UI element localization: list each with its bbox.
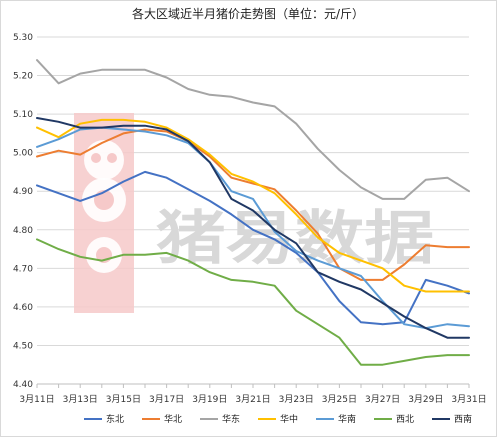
- chart-title: 各大区域近半月猪价走势图（单位：元/斤）: [132, 6, 364, 21]
- y-tick-label: 4.90: [13, 187, 33, 197]
- x-tick-label: 3月17日: [149, 394, 184, 405]
- y-tick-label: 4.70: [13, 264, 33, 274]
- x-tick-label: 3月23日: [279, 394, 314, 405]
- x-tick-label: 3月15日: [106, 394, 141, 405]
- watermark-text: 猪易数据: [156, 204, 434, 272]
- legend: 东北 华北 华东 华中 华南 西北 西南: [84, 413, 472, 425]
- x-tick-label: 3月27日: [365, 394, 400, 405]
- legend-label: 东北: [106, 413, 124, 425]
- series-line-5: [36, 126, 470, 330]
- series-line-3: [36, 59, 470, 200]
- x-tick-label: 3月13日: [63, 394, 98, 405]
- legend-label: 华东: [222, 413, 240, 425]
- y-tick-label: 5.30: [13, 33, 33, 43]
- y-tick-label: 4.80: [13, 226, 33, 236]
- legend-label: 华中: [280, 413, 298, 425]
- x-tick-label: 3月29日: [408, 394, 443, 405]
- x-tick-label: 3月19日: [192, 394, 227, 405]
- series-line-7: [36, 117, 470, 339]
- y-tick-label: 5.10: [13, 110, 33, 120]
- legend-label: 华北: [164, 413, 182, 425]
- legend-label: 华南: [338, 413, 356, 425]
- y-tick-label: 4.50: [13, 341, 33, 351]
- x-tick-label: 3月11日: [19, 394, 54, 405]
- y-tick-label: 4.60: [13, 303, 33, 313]
- series-line-4: [36, 118, 470, 293]
- watermark: 猪易数据: [74, 113, 434, 313]
- y-tick-label: 5.20: [13, 72, 33, 82]
- legend-label: 西南: [454, 413, 472, 425]
- x-tick-label: 3月25日: [322, 394, 357, 405]
- y-tick-label: 4.40: [13, 380, 33, 390]
- x-tick-label: 3月21日: [235, 394, 270, 405]
- y-tick-label: 5.00: [13, 149, 33, 159]
- series-line-1: [36, 170, 470, 326]
- legend-label: 西北: [396, 414, 414, 425]
- series-line-6: [36, 238, 470, 366]
- x-tick-label: 3月31日: [451, 394, 486, 405]
- axes: 5.30 5.20 5.10 5.00 4.90 4.80 4.70 4.60 4.50 4.40…: [13, 33, 487, 405]
- series-lines: [36, 59, 470, 366]
- series-line-2: [36, 128, 470, 281]
